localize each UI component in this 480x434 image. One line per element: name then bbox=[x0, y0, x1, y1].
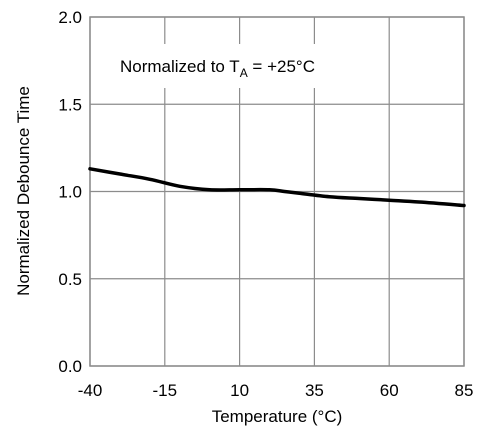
annotation-subscript: A bbox=[240, 66, 248, 80]
annotation-background bbox=[110, 44, 376, 88]
x-tick-label: -15 bbox=[153, 381, 178, 400]
x-tick-labels: -40 -15 10 35 60 85 bbox=[78, 381, 474, 400]
y-tick-label: 0.5 bbox=[58, 270, 82, 289]
y-tick-label: 2.0 bbox=[58, 8, 82, 27]
series-line bbox=[88, 167, 466, 208]
y-tick-label: 1.5 bbox=[58, 95, 82, 114]
x-tick-label: 35 bbox=[305, 381, 324, 400]
x-tick-label: -40 bbox=[78, 381, 103, 400]
x-tick-label: 60 bbox=[380, 381, 399, 400]
annotation-prefix: Normalized to T bbox=[120, 57, 240, 76]
x-axis-label: Temperature (°C) bbox=[212, 407, 343, 426]
x-tick-label: 85 bbox=[455, 381, 474, 400]
annotation: Normalized to TA = +25°C bbox=[120, 57, 315, 80]
y-tick-label: 0.0 bbox=[58, 357, 82, 376]
y-tick-label: 1.0 bbox=[58, 183, 82, 202]
annotation-suffix: = +25°C bbox=[248, 57, 315, 76]
x-tick-label: 10 bbox=[230, 381, 249, 400]
y-axis-label: Normalized Debounce Time bbox=[14, 86, 33, 296]
y-tick-labels: 0.0 0.5 1.0 1.5 2.0 bbox=[58, 8, 82, 376]
plot-frame bbox=[89, 16, 465, 367]
